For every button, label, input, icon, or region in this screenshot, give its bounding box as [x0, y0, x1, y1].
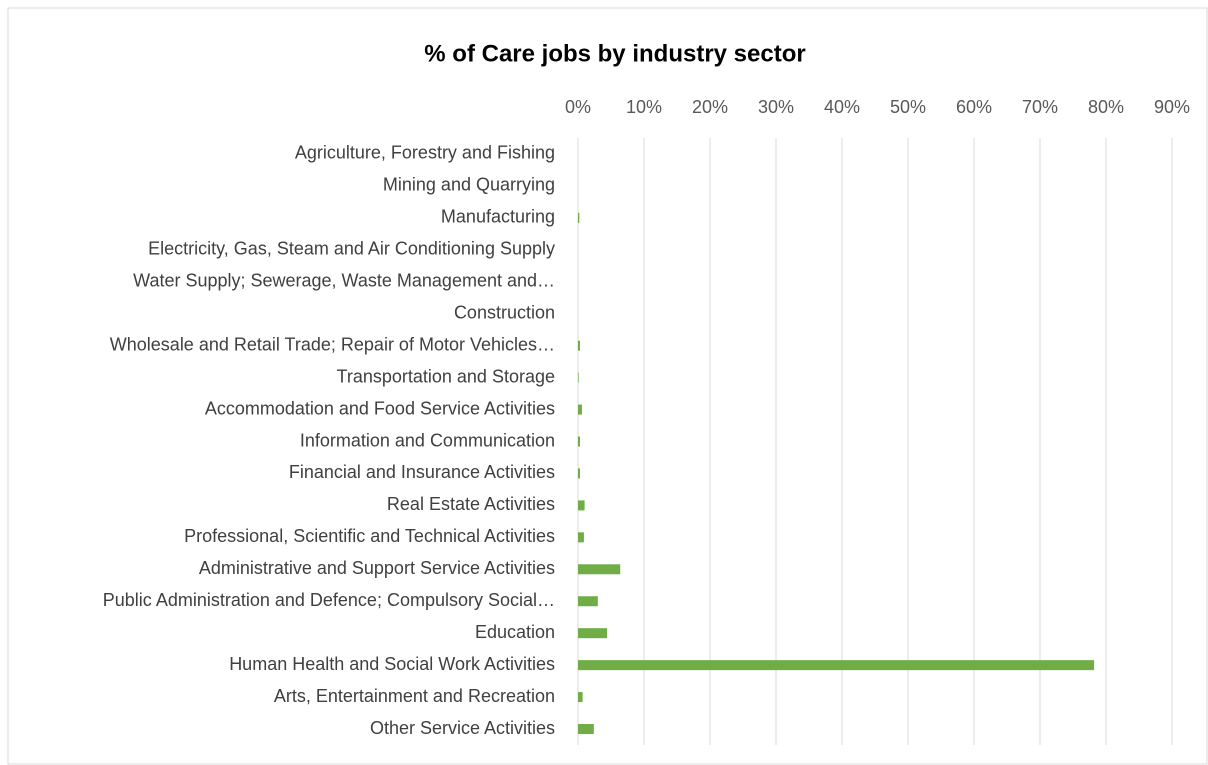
x-tick-label: 30% [758, 97, 794, 117]
y-tick-label: Human Health and Social Work Activities [229, 654, 555, 674]
x-tick-label: 20% [692, 97, 728, 117]
y-tick-label: Other Service Activities [370, 718, 555, 738]
bar [578, 628, 608, 639]
y-tick-label: Transportation and Storage [337, 366, 555, 386]
x-tick-label: 10% [626, 97, 662, 117]
bar [578, 372, 579, 383]
bar [578, 468, 580, 479]
chart-frame [7, 7, 1208, 765]
bar [578, 564, 621, 575]
y-tick-label: Wholesale and Retail Trade; Repair of Mo… [110, 334, 555, 354]
bar [578, 692, 583, 703]
y-tick-label: Financial and Insurance Activities [289, 462, 555, 482]
y-tick-label: Mining and Quarrying [383, 175, 555, 195]
y-tick-label: Real Estate Activities [387, 494, 555, 514]
x-tick-label: 50% [890, 97, 926, 117]
bar [578, 724, 594, 735]
x-tick-label: 60% [956, 97, 992, 117]
bar [578, 660, 1095, 671]
y-tick-label: Agriculture, Forestry and Fishing [295, 143, 555, 163]
y-tick-label: Construction [454, 302, 555, 322]
chart-title: % of Care jobs by industry sector [424, 40, 805, 67]
bar [578, 212, 580, 223]
bar [578, 532, 584, 543]
bar [578, 500, 585, 511]
bar [578, 596, 598, 607]
bar [578, 436, 580, 447]
x-tick-label: 90% [1154, 97, 1190, 117]
x-tick-label: 0% [565, 97, 591, 117]
y-tick-label: Manufacturing [441, 207, 555, 227]
bar [578, 340, 580, 351]
x-tick-label: 40% [824, 97, 860, 117]
y-tick-label: Electricity, Gas, Steam and Air Conditio… [148, 239, 555, 259]
x-tick-label: 80% [1088, 97, 1124, 117]
y-tick-label: Education [475, 622, 555, 642]
y-tick-label: Accommodation and Food Service Activitie… [205, 398, 555, 418]
x-tick-label: 70% [1022, 97, 1058, 117]
y-tick-label: Information and Communication [300, 430, 555, 450]
y-tick-label: Public Administration and Defence; Compu… [103, 590, 555, 610]
bar [578, 404, 582, 415]
y-tick-label: Professional, Scientific and Technical A… [184, 526, 555, 546]
y-tick-label: Water Supply; Sewerage, Waste Management… [133, 271, 555, 291]
y-tick-label: Administrative and Support Service Activ… [199, 558, 555, 578]
y-tick-label: Arts, Entertainment and Recreation [274, 686, 555, 706]
